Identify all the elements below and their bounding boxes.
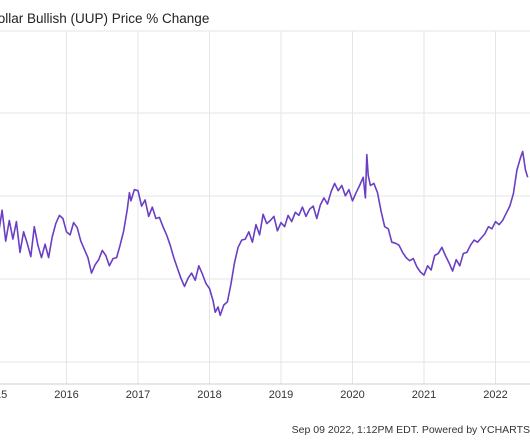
- x-tick-label: 2022: [483, 389, 507, 401]
- x-tick-label: 2020: [340, 389, 364, 401]
- x-tick-label: 2018: [197, 389, 221, 401]
- chart-title: Dollar Bullish (UUP) Price % Change: [0, 11, 210, 26]
- x-tick-label: 2019: [269, 389, 293, 401]
- x-tick-label: 2016: [54, 389, 78, 401]
- chart-footer: Sep 09 2022, 1:12PM EDT. Powered by YCHA…: [291, 424, 530, 436]
- x-tick-label: 2015: [0, 389, 7, 401]
- series-line-0: [0, 150, 529, 317]
- x-tick-label: 2017: [126, 389, 150, 401]
- x-tick-label: 2021: [412, 389, 436, 401]
